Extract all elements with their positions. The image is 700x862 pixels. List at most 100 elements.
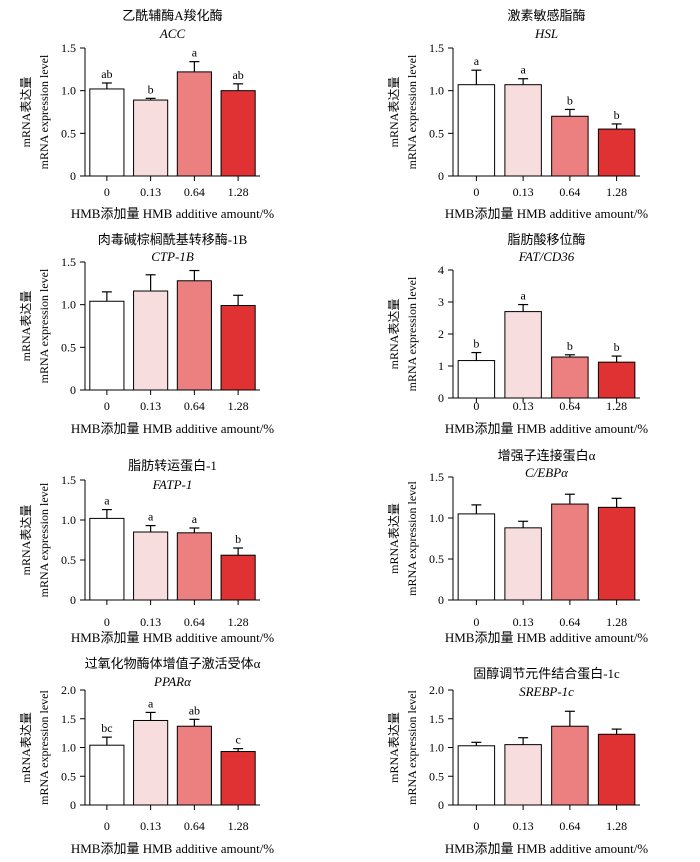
significance-letter: a — [192, 512, 198, 526]
x-tick-label: 0 — [104, 819, 110, 833]
y-tick-label: 1.5 — [61, 41, 76, 55]
chart-title: 脂肪转运蛋白-1 — [128, 458, 217, 473]
y-tick-label: 1.5 — [61, 712, 76, 726]
x-tick-label: 0 — [104, 399, 110, 413]
x-tick-label: 1.28 — [228, 615, 249, 629]
chart-subtitle: FATP-1 — [152, 477, 193, 492]
y-tick-label: 1.0 — [429, 511, 444, 525]
x-tick-label: 0.64 — [559, 615, 580, 629]
bar-0.13 — [133, 290, 169, 391]
y-tick-label: 1.5 — [61, 255, 76, 269]
bar-1.28 — [597, 128, 636, 177]
bar-0.13 — [133, 99, 169, 177]
chart-title: 乙酰辅酶A羧化酶 — [122, 8, 222, 23]
y-axis-label-en: mRNA expression level — [405, 276, 419, 391]
y-tick-label: 0.5 — [61, 553, 76, 567]
chart-title: 激素敏感脂酶 — [507, 8, 585, 23]
significance-letter: ab — [101, 67, 112, 81]
y-tick-label: 0 — [438, 169, 444, 183]
x-tick-label: 0 — [473, 185, 479, 199]
significance-letter: ab — [189, 703, 200, 717]
chart-title: 肉毒碱棕榈酰基转移酶-1B — [98, 232, 248, 247]
y-tick-label: 1.5 — [429, 41, 444, 55]
y-tick-label: 0 — [438, 593, 444, 607]
bar-1.28 — [220, 90, 256, 177]
y-tick-label: 1.5 — [429, 470, 444, 484]
x-tick-label: 1.28 — [606, 615, 627, 629]
x-axis-label: HMB添加量 HMB additive amount/% — [445, 206, 648, 221]
y-axis-label-cn: mRNA表达量 — [387, 503, 401, 574]
x-tick-label: 1.28 — [606, 399, 627, 413]
bar-0 — [457, 513, 496, 601]
chart-title: 脂肪酸移位酶 — [507, 232, 585, 247]
chart-panel-3: 肉毒碱棕榈酰基转移酶-1B CTP-1B mRNA表达量 mRNA expressio… — [19, 232, 274, 436]
significance-letter: b — [473, 337, 479, 351]
bar-0 — [89, 88, 125, 177]
bar-0.13 — [504, 84, 542, 177]
x-axis-label: HMB添加量 HMB additive amount/% — [445, 841, 648, 856]
significance-letter: b — [567, 339, 573, 353]
significance-letter: a — [148, 510, 154, 524]
bar-0 — [89, 517, 125, 601]
y-tick-label: 1.0 — [61, 741, 76, 755]
y-axis-label-en: mRNA expression level — [37, 482, 51, 597]
significance-letter: a — [520, 63, 526, 77]
chart-title: 固醇调节元件结合蛋白-1c — [473, 666, 620, 681]
bar-1.28 — [220, 305, 256, 391]
bar-0.64 — [551, 115, 589, 177]
y-axis-label-en: mRNA expression level — [405, 54, 419, 169]
y-tick-label: 3 — [438, 295, 444, 309]
bar-0.13 — [504, 311, 542, 399]
chart-subtitle: PPARα — [153, 674, 192, 689]
bar-0.64 — [176, 532, 212, 601]
bar-0.64 — [551, 503, 589, 601]
x-tick-label: 1.28 — [228, 819, 249, 833]
bar-0 — [457, 360, 496, 399]
significance-letter: b — [148, 82, 154, 96]
x-tick-label: 1.28 — [228, 185, 249, 199]
y-tick-label: 4 — [438, 263, 444, 277]
y-axis-label-cn: mRNA表达量 — [19, 291, 33, 362]
y-axis-label-cn: mRNA表达量 — [19, 505, 33, 576]
bar-0 — [457, 745, 496, 806]
bar-0.13 — [133, 531, 169, 601]
y-tick-label: 0.5 — [61, 340, 76, 354]
significance-letter: bc — [101, 721, 112, 735]
x-tick-label: 0 — [473, 615, 479, 629]
bar-0.64 — [176, 71, 212, 177]
x-tick-label: 1.28 — [606, 819, 627, 833]
x-tick-label: 0.64 — [559, 819, 580, 833]
x-tick-label: 0 — [473, 399, 479, 413]
significance-letter: a — [148, 696, 154, 710]
chart-subtitle: C/EBPα — [525, 465, 569, 480]
bar-1.28 — [220, 554, 256, 601]
y-tick-label: 0 — [70, 798, 76, 812]
x-tick-label: 0.13 — [513, 819, 534, 833]
y-axis-label-en: mRNA expression level — [37, 268, 51, 383]
x-tick-label: 0.64 — [559, 185, 580, 199]
x-tick-label: 0.13 — [140, 399, 161, 413]
bar-0 — [89, 744, 125, 806]
significance-letter: b — [567, 93, 573, 107]
chart-panel-8: 固醇调节元件结合蛋白-1c SREBP-1c mRNA表达量 mRNA express… — [387, 666, 648, 856]
x-tick-label: 0 — [104, 615, 110, 629]
bar-0.13 — [504, 527, 542, 601]
y-tick-label: 0.5 — [429, 126, 444, 140]
y-tick-label: 0.5 — [429, 769, 444, 783]
chart-subtitle: HSL — [534, 26, 558, 41]
chart-title: 过氧化物酶体增值子激活受体α — [85, 656, 261, 671]
x-tick-label: 1.28 — [228, 399, 249, 413]
x-tick-label: 0.13 — [513, 185, 534, 199]
x-tick-label: 0.64 — [559, 399, 580, 413]
significance-letter: b — [614, 108, 620, 122]
x-axis-label: HMB添加量 HMB additive amount/% — [71, 841, 274, 856]
x-axis-label: HMB添加量 HMB additive amount/% — [71, 630, 274, 645]
y-tick-label: 2.0 — [61, 683, 76, 697]
y-tick-label: 1.0 — [429, 84, 444, 98]
x-tick-label: 0 — [104, 185, 110, 199]
y-axis-label-en: mRNA expression level — [405, 481, 419, 596]
y-tick-label: 1.5 — [61, 473, 76, 487]
x-tick-label: 0.13 — [140, 185, 161, 199]
y-axis-label-en: mRNA expression level — [37, 54, 51, 169]
